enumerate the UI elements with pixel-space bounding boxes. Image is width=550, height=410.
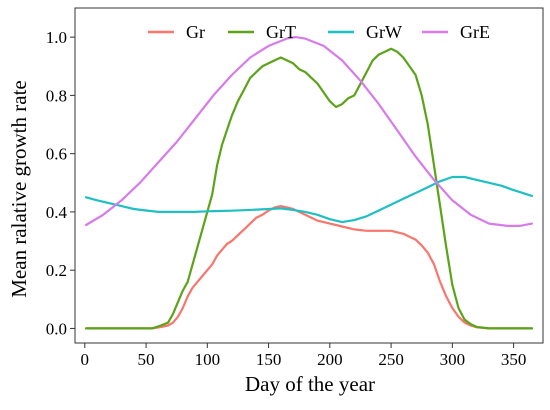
y-tick-label: 0.2	[46, 261, 67, 280]
legend-label: GrT	[266, 22, 296, 42]
series-line-grt	[84, 47, 534, 330]
y-tick-label: 0.6	[46, 145, 67, 164]
x-tick-label: 250	[378, 350, 404, 369]
legend-label: GrW	[366, 22, 402, 42]
y-tick-label: 0.4	[46, 203, 68, 222]
x-tick-label: 50	[138, 350, 155, 369]
series-line-gr	[84, 205, 534, 330]
series-layer	[84, 35, 534, 330]
legend-label: Gr	[186, 22, 205, 42]
legend-item-gre: GrE	[422, 22, 490, 42]
y-axis-title: Mean ralative growth rate	[7, 80, 31, 298]
legend-item-gr: Gr	[148, 22, 205, 42]
x-axis: 0 50 100 150 200 250 300 350	[81, 343, 527, 369]
y-tick-label: 0.8	[46, 86, 67, 105]
y-tick-label: 0.0	[46, 319, 67, 338]
x-axis-title: Day of the year	[245, 372, 375, 396]
x-tick-label: 100	[195, 350, 221, 369]
plot-area	[74, 7, 544, 344]
legend-label: GrE	[460, 22, 490, 42]
x-tick-label: 350	[501, 350, 527, 369]
series-line-gre	[84, 35, 534, 227]
x-tick-label: 300	[440, 350, 466, 369]
legend-item-grw: GrW	[328, 22, 402, 42]
x-tick-label: 150	[256, 350, 282, 369]
x-tick-label: 0	[81, 350, 90, 369]
y-tick-label: 1.0	[46, 28, 67, 47]
legend: Gr GrT GrW GrE	[148, 22, 490, 42]
x-tick-label: 200	[317, 350, 343, 369]
y-axis: 0.0 0.2 0.4 0.6 0.8 1.0	[46, 28, 75, 338]
plot-border	[74, 7, 544, 344]
legend-item-grt: GrT	[228, 22, 296, 42]
series-line-grw	[84, 175, 534, 224]
